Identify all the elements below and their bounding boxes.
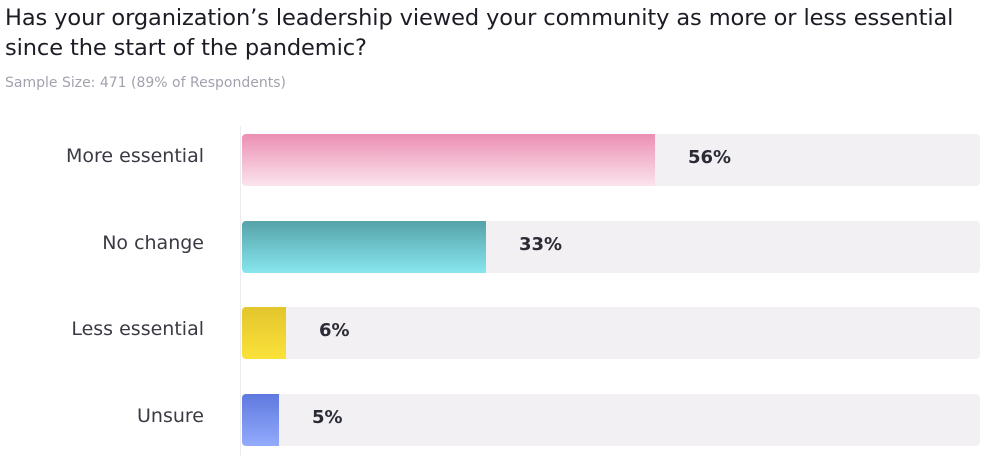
value-label: 33% xyxy=(519,234,563,255)
value-label: 6% xyxy=(319,320,350,341)
category-label: Less essential xyxy=(71,318,204,340)
category-label: Unsure xyxy=(137,405,204,427)
sample-size-note: Sample Size: 471 (89% of Respondents) xyxy=(5,75,286,91)
bar-unsure xyxy=(242,394,279,446)
value-label: 56% xyxy=(688,147,732,168)
bar-track: 56% xyxy=(242,134,980,186)
bar-no-change xyxy=(242,221,486,273)
bar-more-essential xyxy=(242,134,655,186)
bar-track: 33% xyxy=(242,221,980,273)
value-label: 5% xyxy=(312,407,343,428)
bar-row-more-essential: More essential 56% xyxy=(0,134,996,188)
bar-less-essential xyxy=(242,307,286,359)
chart-title: Has your organization’s leadership viewe… xyxy=(5,5,954,61)
category-axis-line xyxy=(240,126,241,456)
bar-row-unsure: Unsure 5% xyxy=(0,394,996,448)
bar-row-no-change: No change 33% xyxy=(0,221,996,275)
bar-track: 6% xyxy=(242,307,980,359)
category-label: No change xyxy=(102,232,204,254)
bar-track: 5% xyxy=(242,394,980,446)
category-label: More essential xyxy=(65,145,204,167)
bar-row-less-essential: Less essential 6% xyxy=(0,307,996,361)
